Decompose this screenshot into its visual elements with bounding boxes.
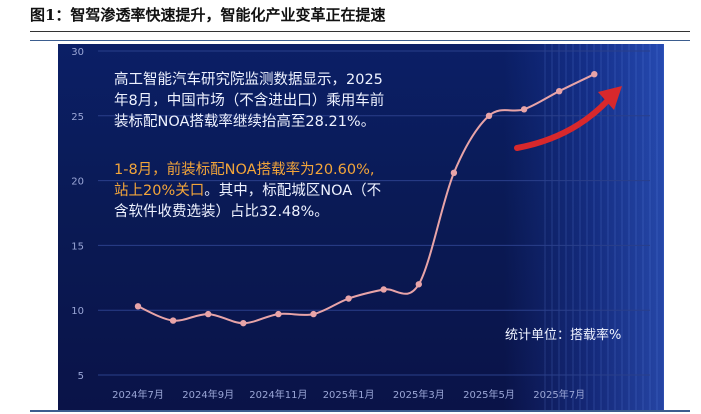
data-point — [380, 286, 387, 293]
data-point — [134, 303, 142, 310]
x-tick-label: 2025年3月 — [393, 388, 445, 401]
x-tick-label: 2025年1月 — [323, 388, 375, 401]
trend-arrow-icon — [514, 86, 622, 151]
x-tick-label: 2025年7月 — [533, 388, 585, 401]
figure-title: 图1：智驾渗透率快速提升，智能化产业变革正在提速 — [30, 6, 386, 24]
data-point — [345, 295, 352, 302]
x-tick-label: 2024年11月 — [249, 388, 307, 401]
x-axis-ticks: 2024年7月 2024年9月 2024年11月 2025年1月 2025年3月 2025… — [112, 388, 585, 401]
annotation-highlight: 1-8月，前装标配NOA搭载率为20.60%, 站上20%关口 — [114, 162, 375, 199]
panel-glow — [504, 44, 664, 410]
series-line — [137, 73, 595, 325]
data-point — [485, 112, 493, 120]
bottom-rule — [30, 410, 690, 412]
y-tick-label: 5 — [78, 371, 84, 382]
y-tick-label: 25 — [71, 112, 84, 123]
chart-panel — [58, 44, 664, 410]
data-point — [556, 87, 563, 95]
data-point — [205, 310, 212, 318]
x-tick-label: 2024年7月 — [112, 388, 164, 401]
data-point — [169, 317, 177, 324]
data-point — [415, 281, 422, 288]
x-tick-label: 2024年9月 — [182, 388, 234, 401]
data-point — [310, 310, 317, 318]
title-underline — [30, 40, 690, 41]
series-layer — [134, 70, 598, 327]
data-point — [591, 70, 598, 78]
data-point — [450, 169, 458, 177]
data-point — [520, 106, 528, 113]
annotation-paragraph-2: 1-8月，前装标配NOA搭载率为20.60%, 站上20%关口。其中，标配城区N… — [114, 160, 381, 223]
data-point — [275, 310, 282, 318]
y-tick-label: 10 — [71, 306, 84, 317]
y-tick-label: 20 — [71, 177, 84, 188]
annotation-rest: 。其中，标配城区NOA（不 含软件收费选装）占比32.48%。 — [114, 183, 382, 220]
title-rule — [30, 31, 690, 32]
y-axis-ticks: 5 10 15 20 25 30 — [71, 47, 84, 382]
annotation-paragraph-1: 高工智能汽车研究院监测数据显示，2025 年8月，中国市场（不含进出口）乘用车前… — [114, 72, 385, 130]
y-tick-label: 15 — [71, 241, 84, 252]
unit-label: 统计单位：搭载率% — [505, 328, 622, 343]
grid-lines — [98, 50, 650, 376]
x-tick-label: 2025年5月 — [463, 388, 515, 401]
data-point — [240, 319, 247, 327]
y-tick-label: 30 — [71, 47, 84, 58]
